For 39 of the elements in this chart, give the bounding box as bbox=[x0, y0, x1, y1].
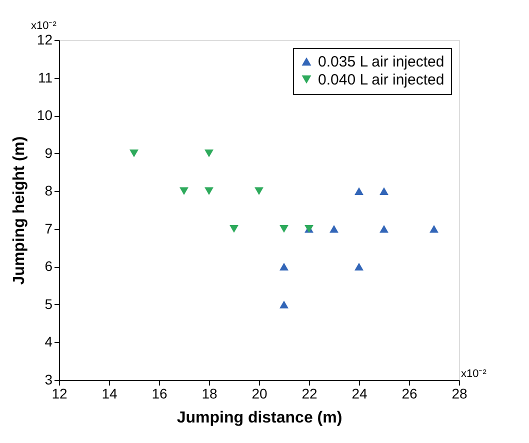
x-tick-label: 22 bbox=[302, 386, 318, 402]
point bbox=[354, 187, 364, 195]
legend-label: 0.035 L air injected bbox=[318, 54, 444, 70]
point bbox=[280, 225, 288, 233]
y-tick-label: 7 bbox=[44, 220, 53, 236]
point bbox=[204, 187, 214, 195]
y-tick-label: 12 bbox=[36, 32, 53, 48]
point bbox=[330, 225, 338, 233]
text: x10⁻² bbox=[31, 20, 57, 32]
x-tick-label: 28 bbox=[452, 386, 468, 402]
y-axis-title: Jumping height (m) bbox=[10, 136, 28, 285]
y-tick-label: 9 bbox=[44, 144, 53, 161]
y-tick-label: 4 bbox=[44, 334, 53, 350]
x-tick-label: 26 bbox=[402, 386, 418, 402]
point bbox=[380, 187, 388, 195]
y-tick-label: 6 bbox=[44, 258, 53, 274]
point bbox=[204, 149, 214, 158]
x-tick-label: 18 bbox=[202, 386, 218, 402]
text: x10⁻² bbox=[461, 368, 487, 380]
point bbox=[280, 300, 288, 308]
x-axis-title: Jumping distance (m) bbox=[176, 410, 342, 426]
point bbox=[430, 225, 438, 233]
y-tick-label: 8 bbox=[44, 182, 53, 199]
point bbox=[280, 262, 288, 271]
point bbox=[230, 225, 238, 233]
point bbox=[254, 187, 264, 195]
point bbox=[180, 187, 188, 195]
y-tick-label: 3 bbox=[44, 372, 53, 388]
y-tick-label: 5 bbox=[44, 296, 53, 312]
x-tick-label: 16 bbox=[152, 386, 168, 402]
x-tick-label: 24 bbox=[352, 386, 368, 402]
x-tick-label: 14 bbox=[102, 386, 118, 402]
legend-label: 0.040 L air injected bbox=[318, 72, 444, 88]
point bbox=[380, 225, 388, 233]
point bbox=[130, 149, 138, 158]
y-tick-label: 10 bbox=[36, 107, 53, 124]
x-tick-label: 20 bbox=[252, 386, 268, 402]
point bbox=[354, 262, 364, 271]
y-tick-label: 11 bbox=[38, 69, 53, 86]
